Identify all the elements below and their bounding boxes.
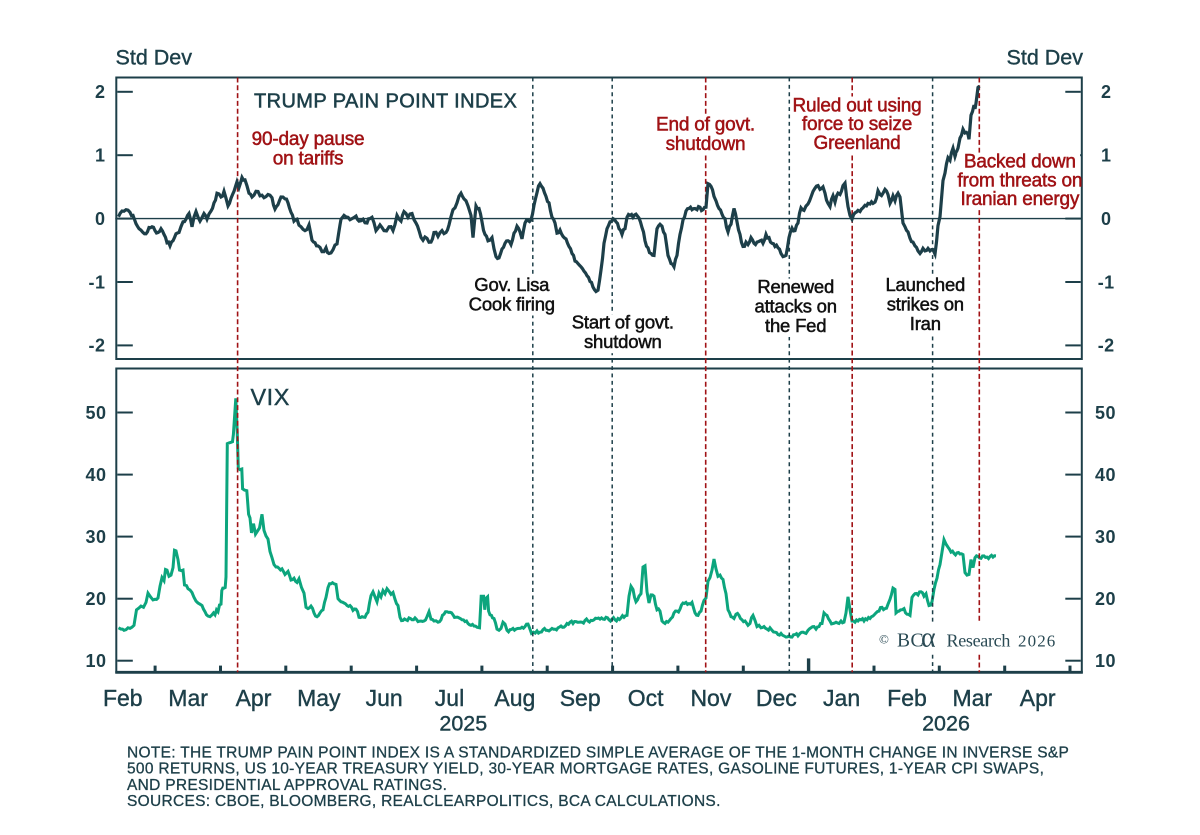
svg-text:0: 0 [1101,209,1112,229]
svg-text:Mar: Mar [952,685,992,711]
svg-text:SOURCES: CBOE, BLOOMBERG, REAL: SOURCES: CBOE, BLOOMBERG, REALCLEARPOLIT… [127,793,721,810]
svg-text:50: 50 [1095,403,1116,423]
svg-text:attacks on: attacks on [755,296,837,317]
svg-text:End of govt.: End of govt. [656,115,755,136]
svg-text:1: 1 [95,146,106,166]
svg-text:Backed down: Backed down [964,152,1076,173]
svg-text:-2: -2 [1098,336,1115,356]
svg-text:30: 30 [85,527,106,547]
svg-text:Iranian energy: Iranian energy [960,189,1079,210]
svg-text:NOTE: THE TRUMP PAIN POINT IND: NOTE: THE TRUMP PAIN POINT INDEX IS A ST… [127,744,1069,761]
svg-text:500 RETURNS, US 10-YEAR TREASU: 500 RETURNS, US 10-YEAR TREASURY YIELD, … [127,761,1044,778]
svg-text:10: 10 [85,651,106,671]
svg-text:Greenland: Greenland [814,133,901,154]
svg-text:Apr: Apr [1020,685,1056,711]
svg-text:Research: Research [947,631,1011,651]
svg-text:-1: -1 [88,272,105,292]
svg-text:Feb: Feb [887,685,927,711]
svg-text:Launched: Launched [885,274,965,295]
svg-text:the Fed: the Fed [765,315,826,336]
svg-text:©: © [879,632,889,647]
svg-text:-2: -2 [88,336,105,356]
svg-text:0: 0 [95,209,106,229]
svg-text:VIX: VIX [251,384,290,410]
svg-text:2025: 2025 [439,712,487,736]
svg-text:Nov: Nov [690,685,731,711]
svg-text:Ruled out using: Ruled out using [792,95,921,116]
svg-text:Iran: Iran [910,313,941,334]
svg-text:40: 40 [1095,465,1116,485]
svg-text:Jun: Jun [366,685,403,711]
svg-text:20: 20 [85,589,106,609]
svg-text:Std Dev: Std Dev [1007,46,1084,70]
svg-text:Oct: Oct [628,685,664,711]
svg-text:Start of govt.: Start of govt. [572,312,674,333]
svg-text:shutdown: shutdown [666,134,746,155]
svg-text:Jan: Jan [823,685,860,711]
svg-text:AND PRESIDENTIAL APPROVAL RATI: AND PRESIDENTIAL APPROVAL RATINGS. [127,777,447,794]
svg-text:Std Dev: Std Dev [116,46,193,70]
svg-text:Sep: Sep [560,685,601,711]
svg-text:10: 10 [1095,651,1116,671]
svg-text:Jul: Jul [435,685,464,711]
svg-text:force to seize: force to seize [802,114,912,135]
svg-text:20: 20 [1095,589,1116,609]
svg-text:30: 30 [1095,527,1116,547]
svg-text:1: 1 [1101,146,1112,166]
svg-text:2: 2 [1101,82,1112,102]
svg-text:BC: BC [897,631,924,652]
svg-text:2026: 2026 [922,712,970,736]
svg-text:90-day pause: 90-day pause [252,129,365,150]
svg-text:Gov. Lisa: Gov. Lisa [474,274,550,295]
svg-text:May: May [297,685,341,711]
svg-text:shutdown: shutdown [584,331,662,352]
svg-text:40: 40 [85,465,106,485]
svg-text:Cook firing: Cook firing [469,294,555,315]
svg-text:2026: 2026 [1018,632,1056,651]
svg-text:Aug: Aug [494,685,535,711]
svg-text:from threats on: from threats on [957,170,1082,191]
svg-text:2: 2 [95,82,106,102]
svg-text:α: α [921,623,936,654]
svg-text:Apr: Apr [236,685,272,711]
svg-text:Feb: Feb [103,685,143,711]
svg-text:-1: -1 [1098,272,1115,292]
svg-text:on tariffs: on tariffs [273,148,344,169]
svg-text:TRUMP PAIN POINT INDEX: TRUMP PAIN POINT INDEX [254,91,517,113]
svg-text:50: 50 [85,403,106,423]
svg-text:Mar: Mar [168,685,208,711]
svg-text:Renewed: Renewed [757,276,834,297]
svg-text:Dec: Dec [756,685,797,711]
svg-text:strikes on: strikes on [887,294,964,315]
